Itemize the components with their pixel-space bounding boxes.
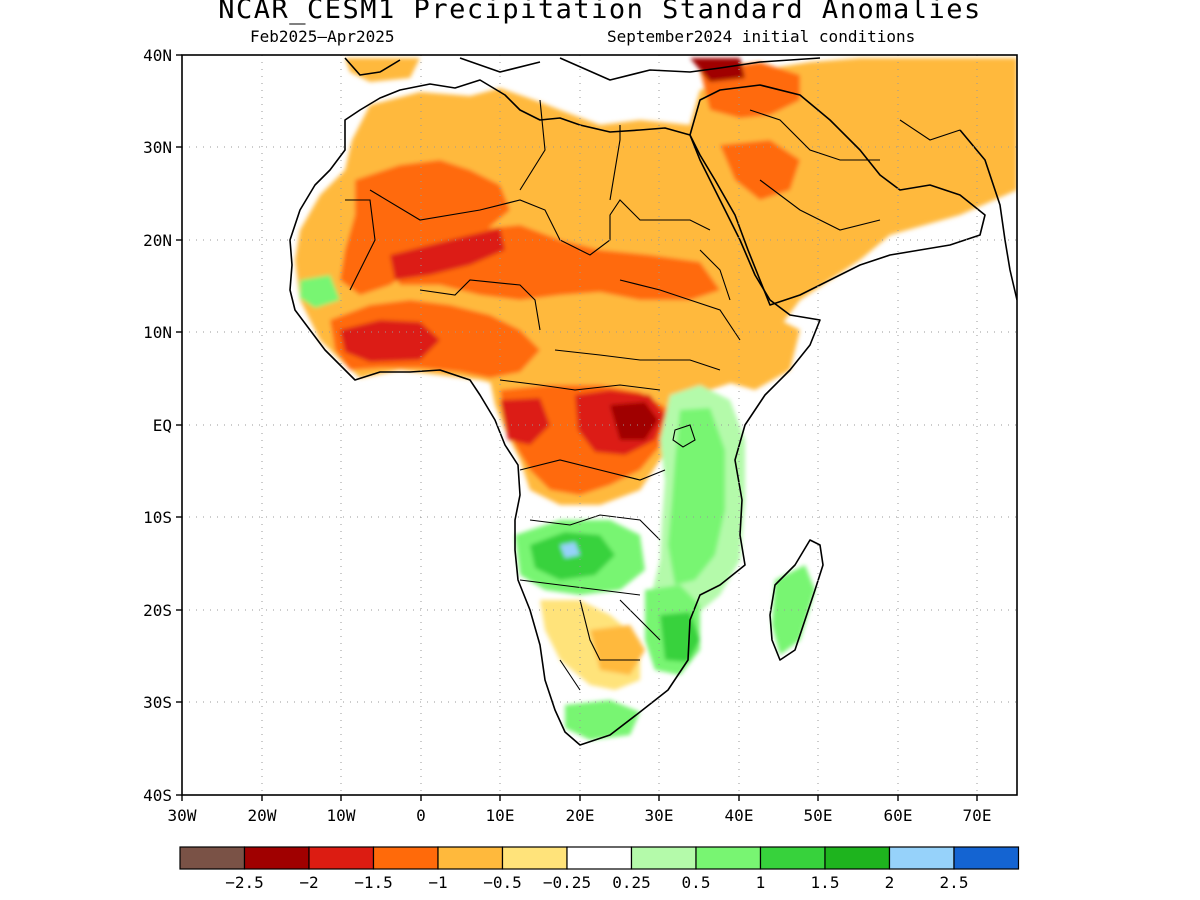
anomaly-sahara [295,58,1017,390]
colorbar-label: 0.25 [612,873,651,892]
grid-lines [182,55,1017,795]
colorbar-label: −2 [299,873,318,892]
colorbar-label: −1 [428,873,447,892]
lon-label: 30W [168,806,197,825]
india-coastline [959,129,1017,301]
lat-label: EQ [153,416,172,435]
colorbar-label: −0.5 [483,873,522,892]
lon-label: 10W [327,806,356,825]
anomaly-guinea-core [340,320,440,362]
anomaly-fields [295,58,1017,740]
lon-label: 0 [416,806,426,825]
colorbar-swatch [759,846,826,870]
colorbar-label: 0.5 [682,873,711,892]
anomaly-tanzania-wet [668,408,725,585]
anomaly-congo-darkcore [610,402,658,440]
plot-area [182,55,1017,795]
lat-labels: 40N 30N 20N 10N EQ 10S 20S 30S 40S [143,46,172,805]
colorbar-swatch [179,846,246,870]
lat-label: 30N [143,138,172,157]
lon-labels: 30W 20W 10W 0 10E 20E 30E 40E 50E 60E 70… [168,806,992,825]
anomaly-sahel-strong [340,160,510,295]
colorbar-label: −0.25 [543,873,591,892]
anomaly-madagascar-wet [772,565,815,655]
lat-label: 40S [143,786,172,805]
lat-label: 20N [143,231,172,250]
lat-label: 30S [143,693,172,712]
colorbar-label: 1.5 [811,873,840,892]
anomaly-angola-peak [560,542,580,558]
anomaly-turkey-darkcore [690,58,745,82]
colorbar-label: −1.5 [354,873,393,892]
africa-coastline [289,79,821,746]
anomaly-botswana-dry [590,625,645,675]
colorbar-label: −2.5 [225,873,264,892]
lat-label: 40N [143,46,172,65]
lon-label: 20E [566,806,595,825]
colorbar-swatch [372,846,439,870]
lat-label: 10S [143,508,172,527]
colorbar-swatch [243,846,310,870]
colorbar-swatch [695,846,762,870]
axis-ticks [176,54,978,801]
colorbar-swatch [566,846,633,870]
lon-label: 40E [725,806,754,825]
colorbar-label: 1 [756,873,766,892]
colorbar-swatch [308,846,375,870]
coastlines [289,57,1017,746]
colorbar: −2.5 −2 −1.5 −1 −0.5 −0.25 0.25 0.5 1 1.5 2 2.5 [179,846,1020,892]
lon-label: 60E [884,806,913,825]
anomaly-arabia-strong [720,140,800,200]
colorbar-swatch [824,846,891,870]
colorbar-label: 2 [885,873,895,892]
lon-label: 30E [645,806,674,825]
init-conditions-label: September2024 initial conditions [607,27,916,46]
anomaly-cameroon-core [500,398,550,445]
lon-label: 10E [486,806,515,825]
colorbar-swatch [888,846,955,870]
lon-label: 70E [963,806,992,825]
colorbar-swatch [501,846,568,870]
colorbar-label: 2.5 [940,873,969,892]
colorbar-swatch [630,846,697,870]
colorbar-swatch [437,846,504,870]
madagascar-coastline [769,539,824,661]
anomaly-south-coast-wet [565,700,640,740]
lon-label: 50E [804,806,833,825]
arabia-coastline [689,84,986,306]
country-borders [345,99,961,691]
lat-label: 20S [143,601,172,620]
season-label: Feb2025–Apr2025 [250,27,395,46]
anomaly-niger-core [390,228,505,280]
lat-label: 10N [143,323,172,342]
europe-coastline [344,57,821,81]
lon-label: 20W [248,806,277,825]
lake-victoria [672,424,696,448]
anomaly-horn-dry [700,310,800,390]
page-title: NCAR_CESM1 Precipitation Standard Anomal… [218,0,982,25]
anomaly-westafrica-wet [300,275,340,308]
colorbar-swatch [953,846,1020,870]
